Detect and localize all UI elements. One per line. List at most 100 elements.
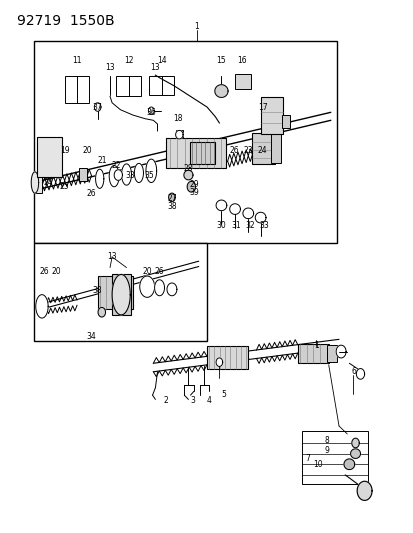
- Text: 10: 10: [313, 460, 323, 469]
- Bar: [326, 345, 336, 362]
- Bar: [149, 76, 173, 95]
- Polygon shape: [183, 170, 192, 180]
- Text: 13: 13: [105, 63, 114, 71]
- Polygon shape: [350, 449, 360, 458]
- Text: 13: 13: [107, 253, 116, 261]
- Bar: [281, 115, 290, 128]
- Text: 27: 27: [167, 194, 176, 203]
- Text: 92719  1550B: 92719 1550B: [17, 14, 114, 28]
- Text: 35: 35: [144, 171, 154, 180]
- Bar: [165, 139, 225, 167]
- Polygon shape: [154, 280, 164, 296]
- Text: 8: 8: [323, 437, 328, 446]
- Text: 20: 20: [82, 146, 92, 155]
- Text: 32: 32: [245, 221, 254, 230]
- Text: 20: 20: [142, 268, 152, 276]
- Text: 15: 15: [216, 56, 226, 64]
- Text: 24: 24: [257, 146, 267, 155]
- Polygon shape: [168, 193, 175, 201]
- Polygon shape: [146, 159, 156, 182]
- Polygon shape: [242, 208, 253, 219]
- Polygon shape: [175, 131, 183, 139]
- Polygon shape: [98, 308, 105, 317]
- Text: 18: 18: [173, 114, 183, 123]
- Text: 33: 33: [126, 171, 135, 180]
- Text: 14: 14: [157, 56, 166, 64]
- Text: 26: 26: [39, 268, 49, 276]
- Bar: [260, 98, 282, 134]
- Bar: [35, 172, 41, 193]
- Text: 28: 28: [183, 164, 193, 173]
- Text: 31: 31: [230, 221, 240, 230]
- Text: 12: 12: [123, 56, 133, 64]
- Text: 23: 23: [243, 146, 252, 155]
- Polygon shape: [134, 164, 143, 182]
- Text: 1: 1: [194, 22, 199, 31]
- Text: 22: 22: [111, 161, 121, 170]
- Text: 20: 20: [52, 268, 61, 276]
- Text: 33: 33: [259, 221, 269, 230]
- Text: 5: 5: [221, 390, 225, 399]
- Text: 38: 38: [93, 286, 102, 295]
- Bar: [33, 41, 336, 243]
- Text: 7: 7: [305, 455, 310, 463]
- Text: 9: 9: [323, 447, 328, 456]
- Bar: [206, 346, 248, 368]
- Polygon shape: [166, 283, 176, 296]
- Polygon shape: [351, 438, 358, 448]
- Polygon shape: [140, 276, 154, 297]
- Text: 36: 36: [146, 108, 156, 117]
- Polygon shape: [95, 169, 104, 188]
- Text: 11: 11: [72, 56, 82, 64]
- Polygon shape: [112, 274, 130, 315]
- Text: 34: 34: [86, 332, 96, 341]
- Polygon shape: [343, 459, 354, 470]
- Text: 13: 13: [150, 63, 160, 71]
- Polygon shape: [114, 169, 122, 180]
- Text: 37: 37: [93, 102, 102, 111]
- Bar: [37, 138, 62, 177]
- Text: 6: 6: [350, 367, 355, 376]
- Text: 4: 4: [206, 396, 211, 405]
- Text: 2: 2: [163, 396, 168, 405]
- Polygon shape: [31, 172, 38, 193]
- Text: 21: 21: [97, 156, 106, 165]
- Polygon shape: [216, 200, 226, 211]
- Polygon shape: [356, 481, 371, 500]
- Text: 26: 26: [228, 146, 238, 155]
- Text: 25: 25: [60, 182, 69, 191]
- Text: 3: 3: [190, 396, 195, 405]
- Bar: [116, 76, 141, 96]
- Polygon shape: [121, 164, 131, 185]
- Bar: [301, 431, 367, 484]
- Bar: [297, 344, 328, 364]
- Bar: [33, 243, 206, 341]
- Polygon shape: [216, 358, 222, 367]
- Text: 29: 29: [189, 180, 199, 189]
- Polygon shape: [335, 345, 345, 358]
- Bar: [270, 134, 280, 163]
- Bar: [112, 274, 131, 316]
- Text: 38: 38: [167, 203, 176, 212]
- Polygon shape: [94, 103, 101, 111]
- Text: 17: 17: [257, 102, 267, 111]
- Text: 19: 19: [60, 146, 69, 155]
- Bar: [176, 131, 183, 138]
- Text: 26: 26: [154, 268, 164, 276]
- Text: 30: 30: [216, 221, 226, 230]
- Bar: [190, 142, 215, 165]
- Polygon shape: [148, 107, 154, 115]
- Polygon shape: [109, 165, 119, 187]
- Text: 26: 26: [86, 189, 96, 198]
- Bar: [97, 276, 133, 309]
- Polygon shape: [187, 181, 195, 192]
- Polygon shape: [255, 212, 266, 223]
- Text: 39: 39: [189, 188, 199, 197]
- Bar: [252, 133, 274, 164]
- Polygon shape: [356, 369, 364, 379]
- Bar: [235, 74, 250, 90]
- Text: 1: 1: [313, 341, 318, 350]
- Text: 16: 16: [237, 56, 246, 64]
- Bar: [64, 76, 89, 103]
- Bar: [79, 168, 86, 181]
